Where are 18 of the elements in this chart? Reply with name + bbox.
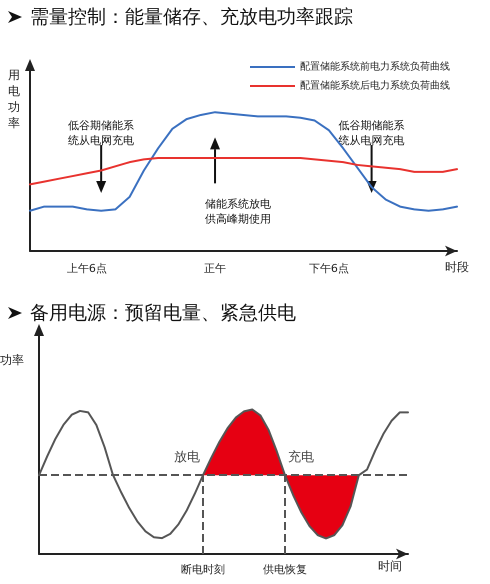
annotation: 低谷期储能系统从电网充电 (338, 119, 405, 148)
x-tick-label: 断电时刻 (181, 563, 225, 576)
y-axis-title: 用电功率 (8, 68, 20, 130)
x-axis-title: 时间 (378, 559, 402, 573)
annotation: 放电 (174, 450, 200, 466)
x-tick-label: 正午 (204, 262, 226, 275)
annotation: 储能系统放电供高峰期使用 (205, 197, 272, 226)
chart-title: 需量控制：能量储存、充放电功率跟踪 (30, 6, 353, 28)
legend-label: 配置储能系统后电力系统负荷曲线 (300, 80, 450, 92)
y-axis-title: 功率 (0, 353, 24, 367)
x-axis-title: 时段 (445, 260, 469, 274)
annotation: 充电 (288, 450, 314, 466)
legend-label: 配置储能系统前电力系统负荷曲线 (300, 60, 450, 72)
x-tick-label: 供电恢复 (263, 563, 307, 576)
x-tick-label: 上午6点 (66, 262, 107, 275)
annotation: 低谷期储能系统从电网充电 (68, 119, 134, 148)
x-tick-label: 下午6点 (308, 262, 349, 275)
chart-title: 备用电源：预留电量、紧急供电 (30, 302, 296, 324)
